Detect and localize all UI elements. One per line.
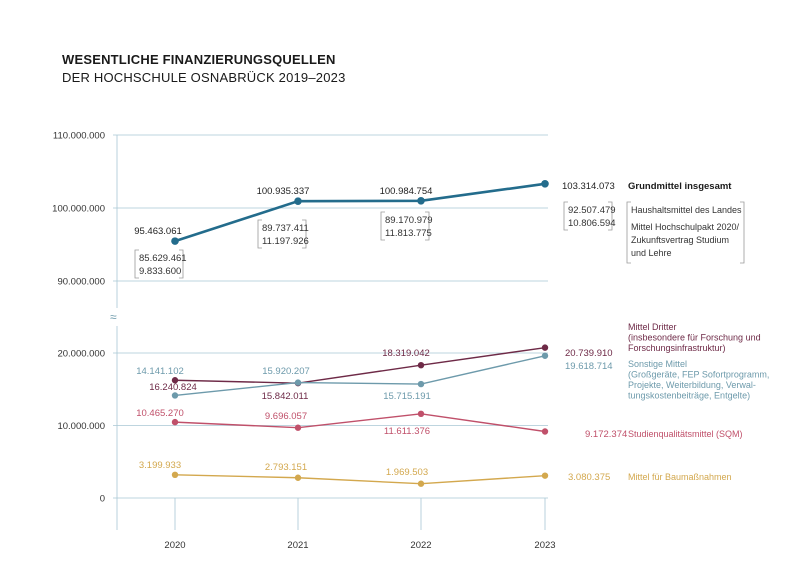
data-point-grundmittel: [417, 197, 425, 205]
value-label-sonstige: 19.618.714: [565, 361, 613, 372]
y-tick-label: 0: [100, 494, 105, 505]
bracket-left: [380, 211, 385, 241]
legend-sonstige-line: Sonstige Mittel: [628, 359, 687, 369]
bracket-right: [425, 211, 430, 241]
value-label-grundmittel: 100.935.337: [257, 186, 310, 197]
breakdown-value-hochschulpakt: 11.197.926: [262, 236, 309, 247]
breakdown-value-haushalt: 92.507.479: [568, 205, 616, 216]
series-line-grundmittel: [174, 182, 546, 243]
y-tick-label: 100.000.000: [52, 204, 105, 215]
x-tick-label: 2021: [287, 540, 308, 551]
value-label-sqm: 9.172.374: [585, 429, 627, 440]
axis-break-symbol: ≈: [110, 310, 117, 324]
breakdown-value-haushalt: 89.170.979: [385, 215, 433, 226]
x-tick-label: 2023: [534, 540, 555, 551]
value-label-dritter: 18.319.042: [382, 348, 430, 359]
legend-sonstige-line: Projekte, Weiterbildung, Verwal-: [628, 380, 756, 390]
bracket-left: [257, 219, 262, 249]
legend-sqm: Studienqualitätsmittel (SQM): [628, 429, 743, 439]
breakdown-value-hochschulpakt: 9.833.600: [139, 266, 181, 277]
data-point-bau: [294, 474, 302, 481]
series-line-sqm: [174, 413, 546, 433]
data-point-grundmittel: [541, 180, 549, 188]
legend-bracket-right: [740, 201, 745, 264]
chart-subtitle: DER HOCHSCHULE OSNABRÜCK 2019–2023: [62, 70, 346, 85]
data-point-bau: [171, 471, 179, 479]
bracket-right: [302, 219, 307, 249]
legend-sonstige-line: (Großgeräte, FEP Sofortprogramm,: [628, 370, 769, 380]
value-label-bau: 3.080.375: [568, 472, 610, 483]
legend-sonstige-line: tungskostenbeiträge, Entgelte): [628, 391, 750, 401]
legend-bau: Mittel für Baumaßnahmen: [628, 472, 732, 482]
value-label-sonstige: 14.141.102: [136, 366, 184, 377]
data-point-dritter: [417, 361, 425, 369]
data-point-bau: [417, 480, 425, 487]
series-line-sonstige: [174, 355, 546, 397]
breakdown-value-hochschulpakt: 11.813.775: [385, 228, 432, 239]
data-point-sonstige: [294, 379, 302, 386]
value-label-grundmittel: 100.984.754: [380, 186, 433, 197]
breakdown-value-haushalt: 89.737.411: [262, 223, 309, 234]
x-tick-label: 2022: [410, 540, 431, 551]
legend-breakdown-line: und Lehre: [631, 248, 672, 258]
value-label-bau: 3.199.933: [139, 460, 181, 471]
y-tick-label: 10.000.000: [57, 421, 105, 432]
bracket-left: [134, 249, 139, 279]
data-point-bau: [541, 472, 549, 479]
legend-breakdown-line: Haushaltsmittel des Landes: [631, 205, 742, 215]
data-point-grundmittel: [171, 237, 179, 245]
value-label-bau: 2.793.151: [265, 462, 307, 473]
value-label-bau: 1.969.503: [386, 467, 428, 478]
value-label-sqm: 11.611.376: [384, 426, 430, 437]
data-point-sqm: [294, 424, 302, 431]
value-label-grundmittel: 95.463.061: [134, 226, 182, 237]
series-line-bau: [174, 474, 546, 485]
legend-grundmittel: Grundmittel insgesamt: [628, 181, 732, 192]
breakdown-value-hochschulpakt: 10.806.594: [568, 218, 616, 229]
legend-dritter-line: Forschungsinfrastruktur): [628, 343, 726, 353]
data-point-dritter: [171, 377, 179, 384]
value-label-sonstige: 15.920.207: [262, 366, 310, 377]
legend-dritter-line: Mittel Dritter: [628, 322, 677, 332]
data-point-sonstige: [417, 380, 425, 388]
breakdown-value-haushalt: 85.629.461: [139, 253, 187, 264]
data-point-sonstige: [541, 352, 549, 359]
data-point-sqm: [171, 418, 179, 426]
value-label-sqm: 9.696.057: [265, 411, 307, 422]
data-point-sqm: [541, 428, 549, 435]
series-line-dritter: [174, 346, 546, 384]
value-label-grundmittel: 103.314.073: [562, 181, 615, 192]
legend-breakdown-line: Mittel Hochschulpakt 2020/: [631, 222, 740, 232]
x-tick-label: 2020: [164, 540, 185, 551]
chart-title: WESENTLICHE FINANZIERUNGSQUELLEN: [62, 52, 336, 67]
bracket-left: [563, 201, 568, 231]
legend-bracket-left: [626, 201, 631, 264]
data-point-sonstige: [171, 392, 179, 399]
y-tick-label: 20.000.000: [57, 349, 105, 360]
data-point-grundmittel: [294, 197, 302, 205]
value-label-dritter: 20.739.910: [565, 348, 613, 359]
value-label-sqm: 10.465.270: [136, 408, 184, 419]
value-label-dritter: 16.240.824: [149, 382, 197, 393]
legend-dritter-line: (insbesondere für Forschung und: [628, 333, 761, 343]
data-point-sqm: [417, 410, 425, 418]
value-label-dritter: 15.842.011: [262, 391, 309, 402]
y-tick-label: 110.000.000: [53, 131, 105, 142]
bracket-right: [608, 201, 613, 231]
y-tick-label: 90.000.000: [57, 277, 105, 288]
legend-breakdown-line: Zukunftsvertrag Studium: [631, 235, 729, 245]
data-point-dritter: [541, 344, 549, 351]
bracket-right: [179, 249, 184, 279]
value-label-sonstige: 15.715.191: [383, 391, 431, 402]
